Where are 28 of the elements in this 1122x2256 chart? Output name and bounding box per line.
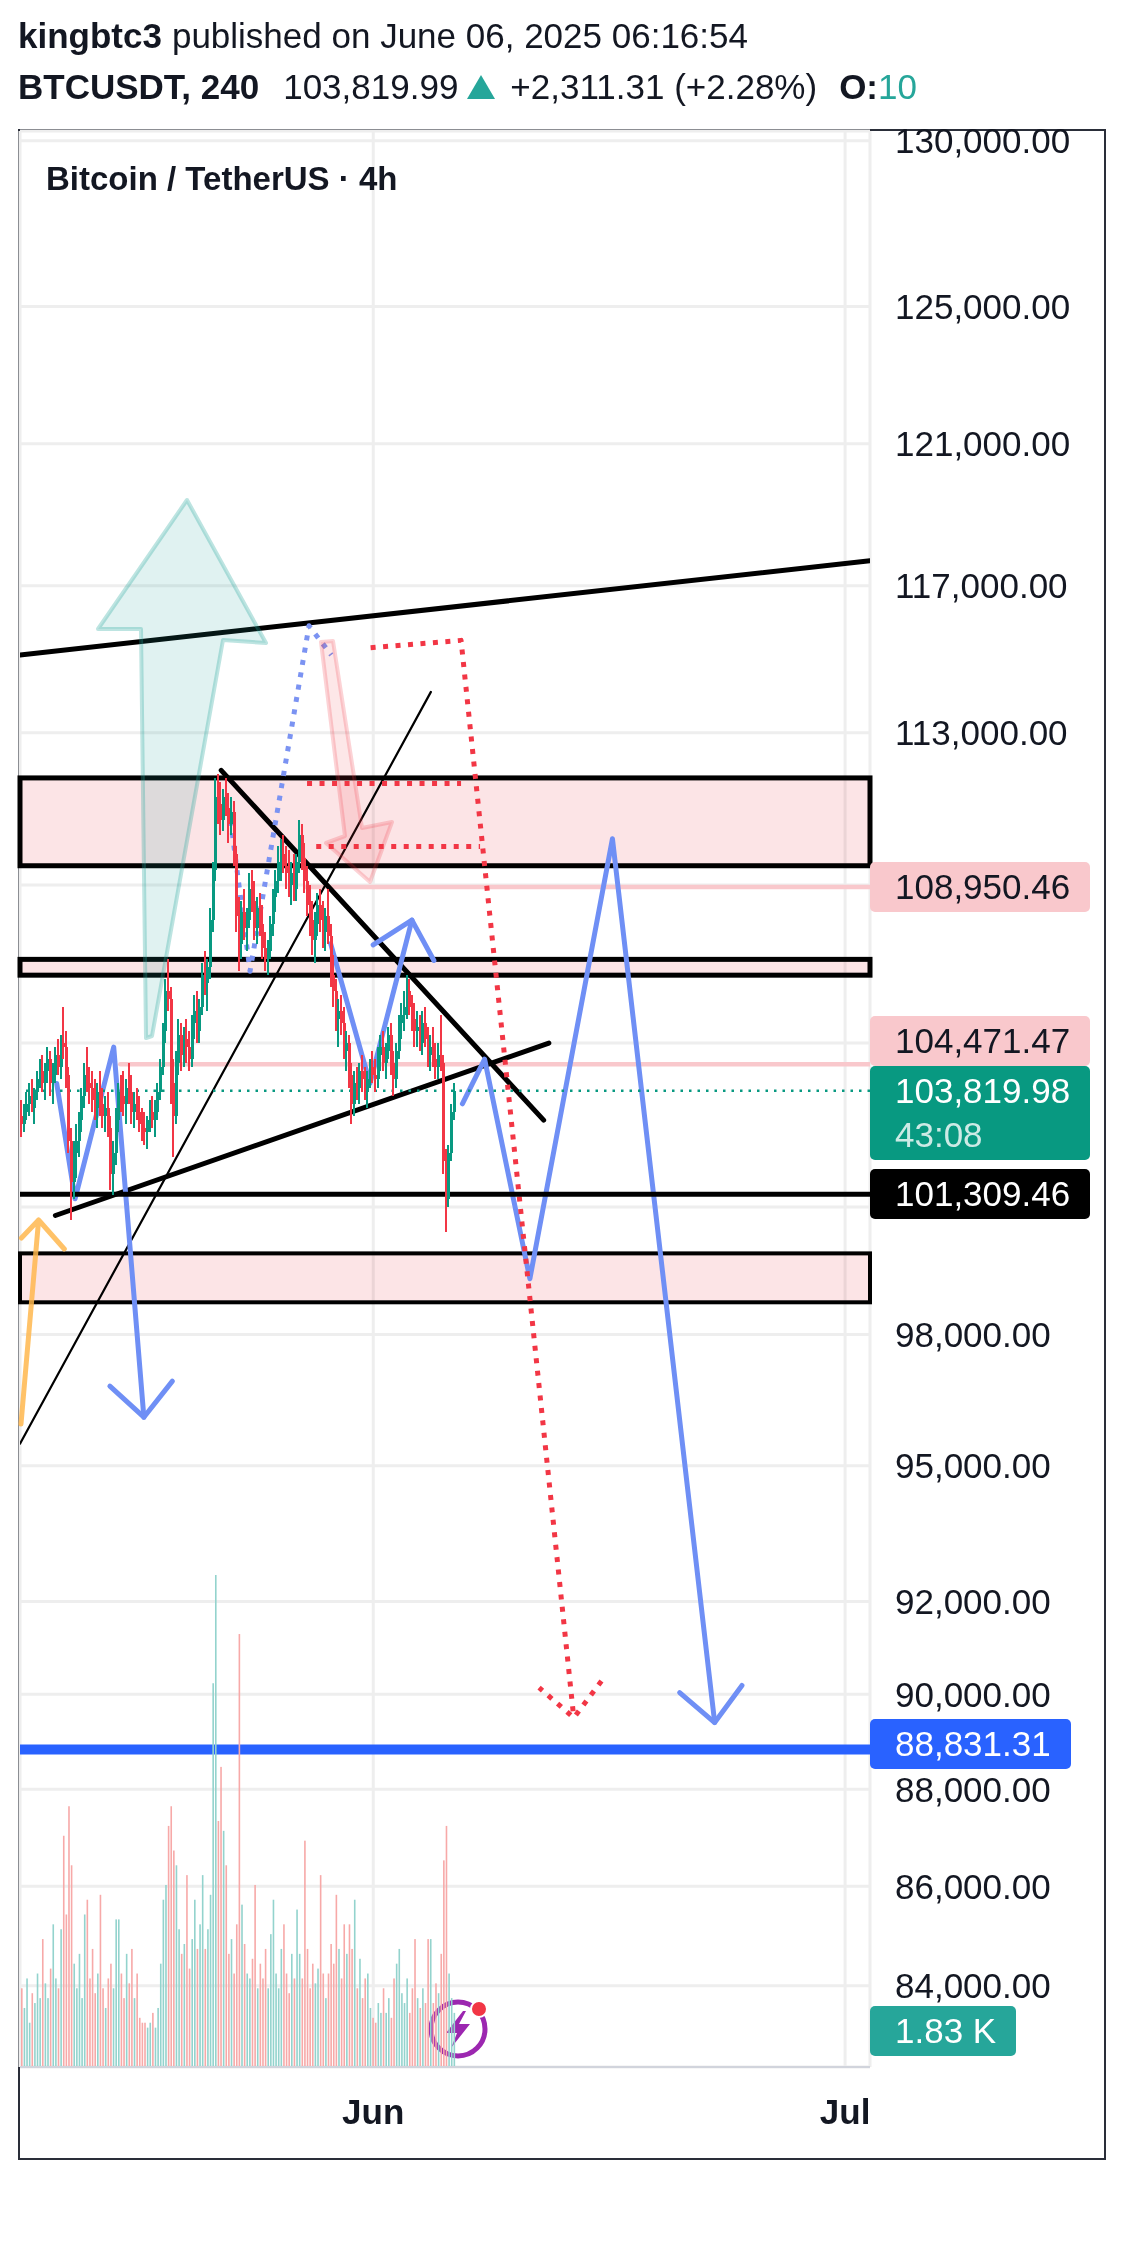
y-tick-label: 113,000.00: [895, 713, 1068, 753]
y-tick-label: 98,000.00: [895, 1314, 1051, 1354]
y-tick-label: 92,000.00: [895, 1581, 1051, 1621]
x-tick-label: Jun: [342, 2091, 405, 2131]
text: published on June 06, 2025 06:16:54: [171, 16, 748, 55]
y-tick-label: 117,000.00: [895, 566, 1068, 606]
ref-line-label: 101,309.46: [895, 1173, 1071, 1216]
x-tick-label: Jul: [819, 2091, 871, 2131]
y-tick-label: 121,000.00: [895, 424, 1071, 464]
ref-line-label: 88,831.31: [895, 1723, 1051, 1766]
y-tick-label: 95,000.00: [895, 1446, 1051, 1486]
y-tick-label: 86,000.00: [895, 1866, 1051, 1906]
text: O:: [839, 66, 879, 108]
text: +2,311.31 (+2.28%): [510, 66, 818, 108]
text: Bitcoin / TetherUS · 4h: [46, 159, 398, 199]
data-label: 108,950.46: [895, 866, 1071, 908]
text: 1.83 K: [895, 2009, 997, 2052]
y-tick-label: 84,000.00: [895, 1966, 1051, 2006]
text: 103,819.99: [283, 66, 459, 108]
text: 10: [878, 66, 917, 108]
y-tick-label: 90,000.00: [895, 1674, 1051, 1714]
text: BTCUSDT, 240: [18, 66, 260, 108]
ref-line-label: 103,819.98 43:08: [895, 1069, 1071, 1156]
y-tick-label: 88,000.00: [895, 1769, 1051, 1809]
data-label: 104,471.47: [895, 1019, 1071, 1062]
text: kingbtc3: [18, 16, 162, 55]
y-tick-label: 125,000.00: [895, 286, 1071, 326]
y-tick-label: 130,000.00: [895, 121, 1071, 161]
